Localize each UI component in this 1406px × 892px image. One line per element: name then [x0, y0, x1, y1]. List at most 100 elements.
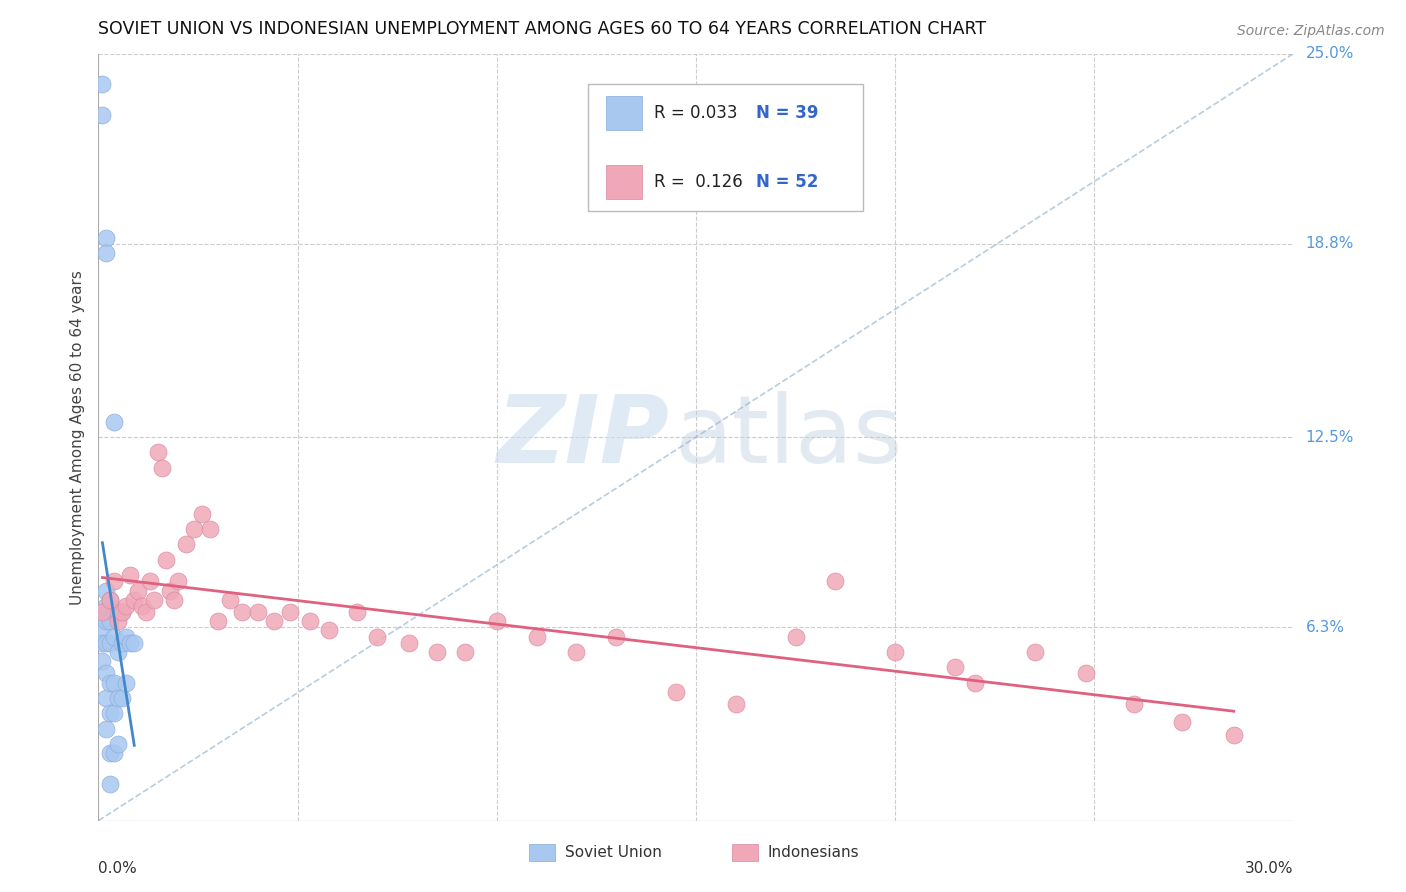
FancyBboxPatch shape	[589, 84, 863, 211]
Point	[96, 722, 118, 736]
Point	[1223, 728, 1246, 742]
Point	[111, 605, 134, 619]
FancyBboxPatch shape	[529, 845, 555, 862]
Text: 12.5%: 12.5%	[1306, 430, 1354, 444]
Point	[1024, 645, 1046, 659]
Text: 6.3%: 6.3%	[1306, 620, 1344, 635]
Point	[111, 605, 134, 619]
Point	[96, 583, 118, 598]
Point	[1076, 666, 1098, 681]
Point	[120, 635, 142, 649]
Point	[346, 605, 368, 619]
Text: N = 52: N = 52	[756, 173, 818, 191]
Text: N = 39: N = 39	[756, 104, 818, 122]
Point	[98, 746, 122, 760]
Point	[198, 522, 221, 536]
Point	[107, 645, 129, 659]
Point	[103, 675, 125, 690]
Point	[263, 614, 285, 628]
Point	[98, 592, 122, 607]
Point	[139, 574, 162, 589]
Point	[159, 583, 181, 598]
Point	[96, 666, 118, 681]
Point	[98, 592, 122, 607]
Point	[98, 675, 122, 690]
Point	[96, 635, 118, 649]
Point	[485, 614, 508, 628]
Point	[91, 624, 114, 638]
Point	[231, 605, 253, 619]
Point	[91, 108, 114, 122]
Point	[366, 630, 388, 644]
Point	[124, 635, 146, 649]
Point	[174, 537, 197, 551]
Text: R =  0.126: R = 0.126	[654, 173, 742, 191]
Point	[98, 635, 122, 649]
Text: 18.8%: 18.8%	[1306, 236, 1354, 252]
Text: atlas: atlas	[675, 391, 903, 483]
Point	[91, 605, 114, 619]
Point	[103, 706, 125, 721]
Point	[150, 460, 173, 475]
Text: Indonesians: Indonesians	[768, 846, 859, 861]
Text: ZIP: ZIP	[496, 391, 669, 483]
Text: 0.0%: 0.0%	[98, 861, 138, 876]
Point	[155, 553, 177, 567]
Point	[103, 574, 125, 589]
Point	[107, 737, 129, 751]
Point	[724, 697, 747, 711]
Point	[103, 415, 125, 429]
Text: R = 0.033: R = 0.033	[654, 104, 738, 122]
Point	[167, 574, 190, 589]
Point	[96, 599, 118, 613]
Point	[91, 77, 114, 91]
Point	[115, 599, 138, 613]
Point	[943, 660, 966, 674]
Point	[148, 445, 170, 459]
Point	[163, 592, 186, 607]
Point	[191, 507, 214, 521]
Point	[96, 230, 118, 244]
Point	[526, 630, 548, 644]
Point	[785, 630, 807, 644]
Point	[111, 690, 134, 705]
Point	[91, 654, 114, 668]
Point	[115, 675, 138, 690]
Point	[96, 690, 118, 705]
Point	[219, 592, 242, 607]
Point	[96, 614, 118, 628]
Point	[131, 599, 153, 613]
Point	[605, 630, 627, 644]
Point	[91, 605, 114, 619]
Point	[103, 746, 125, 760]
Point	[103, 605, 125, 619]
Y-axis label: Unemployment Among Ages 60 to 64 years: Unemployment Among Ages 60 to 64 years	[69, 269, 84, 605]
Point	[115, 630, 138, 644]
Point	[665, 685, 688, 699]
Point	[183, 522, 205, 536]
Point	[318, 624, 340, 638]
Point	[884, 645, 907, 659]
Point	[107, 605, 129, 619]
FancyBboxPatch shape	[606, 165, 643, 199]
Point	[103, 630, 125, 644]
Point	[1171, 715, 1194, 730]
Text: SOVIET UNION VS INDONESIAN UNEMPLOYMENT AMONG AGES 60 TO 64 YEARS CORRELATION CH: SOVIET UNION VS INDONESIAN UNEMPLOYMENT …	[98, 21, 987, 38]
Point	[107, 690, 129, 705]
Point	[963, 675, 986, 690]
Point	[120, 568, 142, 582]
FancyBboxPatch shape	[606, 95, 643, 130]
Point	[298, 614, 321, 628]
Point	[426, 645, 449, 659]
Point	[135, 605, 157, 619]
Text: Source: ZipAtlas.com: Source: ZipAtlas.com	[1237, 24, 1385, 38]
Point	[98, 614, 122, 628]
Point	[107, 614, 129, 628]
Point	[111, 635, 134, 649]
Point	[143, 592, 166, 607]
Point	[127, 583, 149, 598]
Point	[91, 635, 114, 649]
Text: Soviet Union: Soviet Union	[565, 846, 661, 861]
Point	[207, 614, 229, 628]
Point	[96, 246, 118, 260]
